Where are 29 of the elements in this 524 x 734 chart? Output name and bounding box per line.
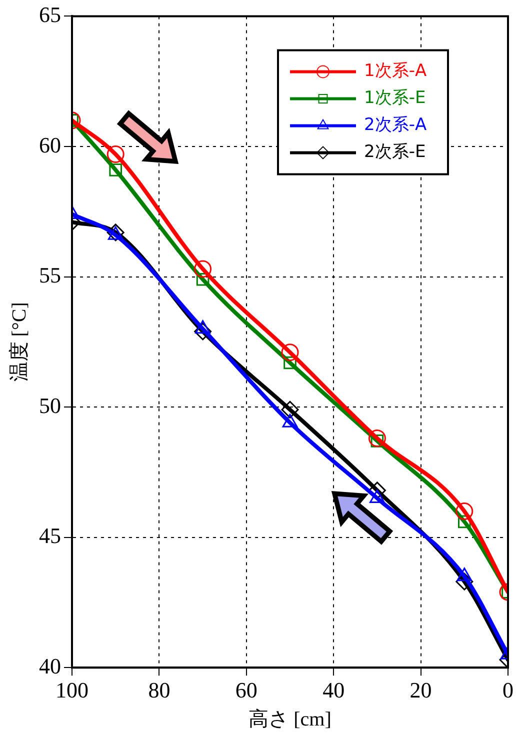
- x-tick-label: 0: [502, 678, 514, 703]
- point: [284, 356, 296, 370]
- legend-label: 1次系-A: [364, 61, 427, 82]
- y-tick-label: 50: [39, 392, 61, 418]
- point: [196, 272, 210, 286]
- y-tick-label: 60: [39, 132, 61, 158]
- y-axis-title: 温度 [°C]: [8, 302, 30, 382]
- y-tick-label: 45: [39, 523, 61, 548]
- point: [281, 344, 299, 362]
- y-tick-label: 40: [39, 653, 61, 678]
- legend-label: 2次系-A: [364, 115, 427, 136]
- point: [281, 400, 299, 418]
- point: [456, 502, 474, 520]
- x-axis-title: 高さ [cm]: [248, 707, 332, 730]
- legend-label: 2次系-E: [364, 142, 426, 162]
- x-tick-label: 60: [235, 678, 258, 703]
- legend-label: 1次系-E: [364, 88, 426, 108]
- x-tick-label: 40: [322, 678, 345, 703]
- y-tick-label: 55: [39, 262, 61, 288]
- x-tick-label: 80: [148, 678, 170, 703]
- point: [456, 572, 474, 590]
- y-tick-label: 65: [39, 2, 61, 27]
- point: [368, 430, 386, 448]
- x-tick-label: 100: [56, 678, 88, 703]
- x-tick-label: 20: [410, 678, 432, 703]
- point: [109, 164, 122, 176]
- point: [106, 146, 124, 164]
- point: [194, 322, 212, 340]
- point: [194, 260, 212, 278]
